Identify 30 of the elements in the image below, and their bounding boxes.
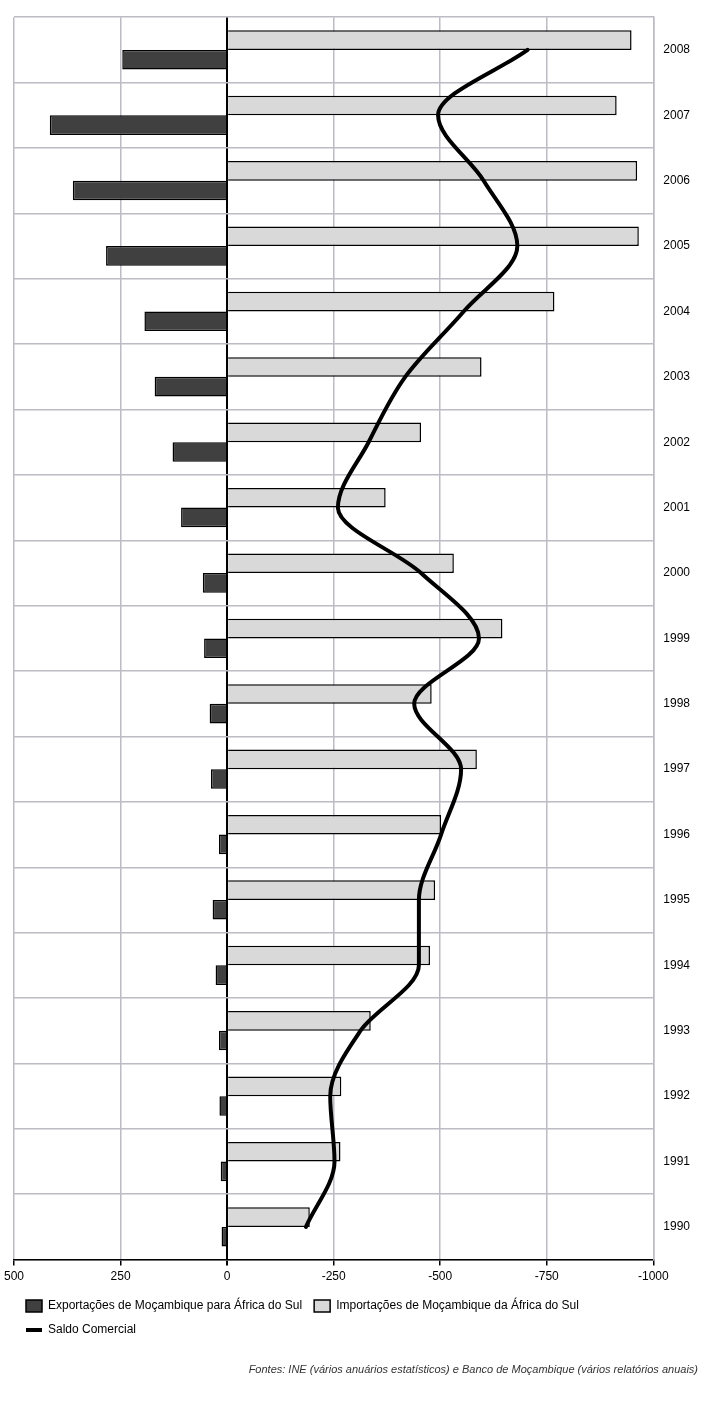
x-tick-label: -1000 bbox=[637, 1269, 669, 1284]
y-tick-label: 2005 bbox=[663, 238, 691, 253]
y-tick-label: 2000 bbox=[663, 565, 691, 580]
legend-label: Importações de Moçambique da África do Sul bbox=[336, 1297, 579, 1313]
y-tick-label: 1991 bbox=[663, 1153, 691, 1168]
y-tick-label: 2002 bbox=[663, 434, 691, 449]
x-tick-label: 0 bbox=[223, 1269, 231, 1284]
y-tick-label: 2007 bbox=[663, 107, 691, 122]
y-tick-label: 1998 bbox=[663, 696, 691, 711]
x-tick-label: -500 bbox=[428, 1269, 453, 1284]
y-tick-label: 1992 bbox=[663, 1088, 691, 1103]
y-tick-label: 1990 bbox=[663, 1219, 691, 1234]
y-tick-label: 1993 bbox=[663, 1023, 691, 1038]
y-tick-label: 1996 bbox=[663, 826, 691, 841]
x-tick-label: 500 bbox=[4, 1269, 25, 1284]
y-tick-label: 2006 bbox=[663, 172, 691, 187]
text: Fontes: INE (vários anuários estatísticos) e Banco de Moçambique (vários relatórios anuais) bbox=[247, 1362, 698, 1376]
legend-label: Saldo Comercial bbox=[48, 1322, 137, 1337]
y-tick-label: 1997 bbox=[663, 761, 691, 776]
y-tick-label: 2008 bbox=[663, 42, 691, 57]
y-tick-label: 2001 bbox=[663, 499, 691, 514]
y-tick-label: 1999 bbox=[663, 630, 691, 645]
y-tick-label: 1995 bbox=[663, 892, 691, 907]
x-tick-label: -250 bbox=[321, 1269, 346, 1284]
x-tick-label: -750 bbox=[534, 1269, 560, 1284]
y-tick-label: 1994 bbox=[663, 957, 691, 972]
x-tick-label: 250 bbox=[110, 1269, 131, 1284]
legend-label: Exportações de Moçambique para África do Sul bbox=[48, 1297, 303, 1313]
y-tick-label: 2003 bbox=[663, 369, 691, 384]
y-tick-label: 2004 bbox=[663, 303, 691, 318]
